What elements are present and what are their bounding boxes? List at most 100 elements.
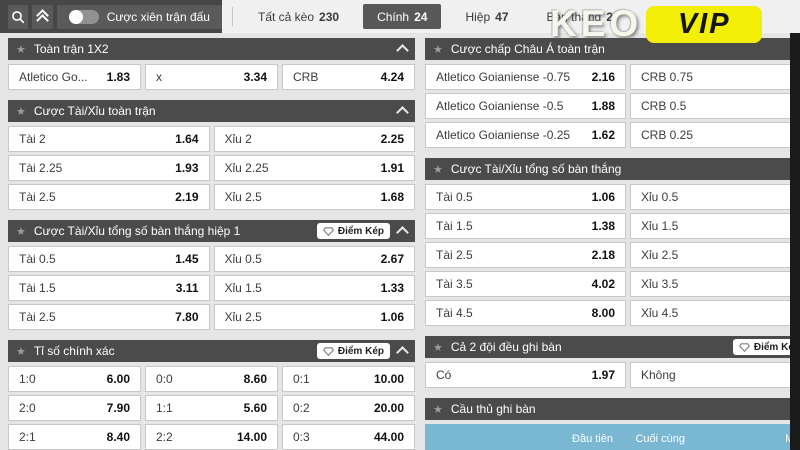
selection-label: Tài 2.5	[19, 310, 56, 324]
odds-cell[interactable]: Xỉu 2.5 1.68	[213, 184, 415, 210]
odds-cell[interactable]: Tài 1.5 1.38	[425, 213, 626, 239]
odds-cell[interactable]: Xỉu 2.25 1.91	[213, 155, 415, 181]
market-section: ★ Cả 2 đội đều ghi bàn Điểm Kép Có 1.97 Không	[425, 336, 791, 388]
odds-row: Atletico Goianiense -0.25 1.62 CRB 0.25	[425, 122, 791, 148]
section-header[interactable]: ★ Cược Tài/Xỉu tổng số bàn thắng hiệp 1 Đi…	[8, 220, 415, 242]
selection-label: Xỉu 2.5	[641, 248, 679, 262]
odds-cell[interactable]: CRB 4.24	[282, 64, 415, 90]
odds-cell[interactable]: 0:0 8.60	[145, 366, 278, 392]
tab-count: 47	[495, 9, 509, 24]
section-header[interactable]: ★ Cược chấp Châu Á toàn trận	[425, 38, 791, 60]
vip-logo-badge: VIP	[646, 5, 763, 43]
odds-cell[interactable]: 2:0 7.90	[8, 395, 141, 421]
section-title: Cầu thủ ghi bàn	[450, 402, 536, 416]
odds-cell[interactable]: Xỉu 2.5 1.06	[213, 304, 415, 330]
odds-cell[interactable]: 1:1 5.60	[145, 395, 278, 421]
odds-value: 4.24	[380, 70, 404, 84]
odds-cell[interactable]: Tài 0.5 1.06	[425, 184, 626, 210]
chevron-up-icon[interactable]	[396, 346, 409, 359]
section-header[interactable]: ★ Cược Tài/Xỉu toàn trận	[8, 100, 415, 122]
odds-cell[interactable]: CRB 0.5	[630, 93, 791, 119]
odds-cell[interactable]: Tài 4.5 8.00	[425, 300, 626, 326]
odds-cell[interactable]: Không	[630, 362, 791, 388]
odds-cell[interactable]: Xỉu 4.5	[630, 300, 791, 326]
odds-cell[interactable]: Atletico Goianiense -0.5 1.88	[425, 93, 626, 119]
chevron-up-icon[interactable]	[396, 106, 409, 119]
section-title: Cả 2 đội đều ghi bàn	[450, 340, 562, 354]
selection-label: Tài 1.5	[436, 219, 473, 233]
odds-value: 1.91	[380, 161, 404, 175]
market-tab[interactable]: Bàn thắng 2	[533, 4, 627, 29]
odds-cell[interactable]: Atletico Goianiense -0.25 1.62	[425, 122, 626, 148]
odds-cell[interactable]: Xỉu 1.5 1.33	[213, 275, 415, 301]
favorite-star-icon[interactable]: ★	[16, 345, 26, 358]
odds-cell[interactable]: 2:2 14.00	[145, 424, 278, 450]
favorite-star-icon[interactable]: ★	[433, 403, 443, 416]
chevron-up-icon[interactable]	[396, 44, 409, 57]
toggle-switch[interactable]	[68, 9, 99, 24]
odds-cell[interactable]: Xỉu 0.5	[630, 184, 791, 210]
odds-cell[interactable]: Tài 0.5 1.45	[8, 246, 210, 272]
section-header[interactable]: ★ Toàn trận 1X2	[8, 38, 415, 60]
selection-label: Xỉu 2.5	[224, 310, 262, 324]
keo-logo-text: KEO	[550, 3, 643, 44]
market-section: ★ Toàn trận 1X2 Atletico Go... 1.83 x 3.34 CRB…	[8, 38, 415, 90]
odds-cell[interactable]: Tài 2.5 2.19	[8, 184, 210, 210]
favorite-star-icon[interactable]: ★	[433, 43, 443, 56]
odds-cell[interactable]: Xỉu 2 2.25	[213, 126, 415, 152]
odds-cell[interactable]: Atletico Goianiense -0.75 2.16	[425, 64, 626, 90]
selection-label: Tài 4.5	[436, 306, 473, 320]
collapse-all-button[interactable]	[32, 4, 53, 29]
section-header[interactable]: ★ Cả 2 đội đều ghi bàn Điểm Kép	[425, 336, 791, 358]
odds-cell[interactable]: 0:2 20.00	[282, 395, 415, 421]
favorite-star-icon[interactable]: ★	[16, 105, 26, 118]
odds-cell[interactable]: Tài 2.25 1.93	[8, 155, 210, 181]
odds-value: 6.00	[106, 372, 130, 386]
odds-row: Tài 2.5 2.18 Xỉu 2.5	[425, 242, 791, 268]
market-tab[interactable]: Hiệp 47	[451, 4, 522, 29]
odds-cell[interactable]: Atletico Go... 1.83	[8, 64, 141, 90]
odds-cell[interactable]: Tài 1.5 3.11	[8, 275, 210, 301]
odds-cell[interactable]: 0:1 10.00	[282, 366, 415, 392]
selection-label: Tài 2.25	[19, 161, 63, 175]
odds-value: 4.02	[591, 277, 615, 291]
selection-label: 0:3	[293, 430, 310, 444]
selection-label: Xỉu 2	[224, 132, 252, 146]
search-button[interactable]	[8, 4, 29, 29]
odds-cell[interactable]: Tài 2.5 2.18	[425, 242, 626, 268]
odds-cell[interactable]: Xỉu 3.5	[630, 271, 791, 297]
odds-cell[interactable]: CRB 0.25	[630, 122, 791, 148]
column-header: Mọi lúc	[785, 433, 791, 445]
odds-cell[interactable]: CRB 0.75	[630, 64, 791, 90]
section-header[interactable]: ★ Cầu thủ ghi bàn	[425, 398, 791, 420]
odds-cell[interactable]: Tài 3.5 4.02	[425, 271, 626, 297]
odds-cell[interactable]: Có 1.97	[425, 362, 626, 388]
favorite-star-icon[interactable]: ★	[16, 43, 26, 56]
odds-cell[interactable]: Xỉu 0.5 2.67	[213, 246, 415, 272]
odds-value: 10.00	[373, 372, 404, 386]
section-header[interactable]: ★ Tỉ số chính xác Điểm Kép	[8, 340, 415, 362]
selection-label: 0:0	[156, 372, 173, 386]
parlay-toggle-button[interactable]: Cược xiên trận đấu	[56, 4, 222, 29]
selection-label: CRB 0.75	[641, 70, 694, 84]
favorite-star-icon[interactable]: ★	[433, 163, 443, 176]
selection-label: x	[156, 70, 162, 84]
favorite-star-icon[interactable]: ★	[16, 225, 26, 238]
favorite-star-icon[interactable]: ★	[433, 341, 443, 354]
market-tab[interactable]: Tất cả kèo 230	[244, 4, 353, 29]
odds-cell[interactable]: 1:0 6.00	[8, 366, 141, 392]
odds-cell[interactable]: Tài 2.5 7.80	[8, 304, 210, 330]
odds-value: 1.33	[380, 281, 404, 295]
odds-value: 1.83	[106, 70, 130, 84]
odds-cell[interactable]: x 3.34	[145, 64, 278, 90]
odds-cell[interactable]: 2:1 8.40	[8, 424, 141, 450]
chevron-up-icon[interactable]	[396, 226, 409, 239]
section-header[interactable]: ★ Cược Tài/Xỉu tổng số bàn thắng	[425, 158, 791, 180]
odds-cell[interactable]: Xỉu 1.5	[630, 213, 791, 239]
badge-label: Điểm Kép	[753, 341, 791, 353]
market-tab[interactable]: Chính 24	[363, 4, 442, 29]
odds-cell[interactable]: Tài 2 1.64	[8, 126, 210, 152]
odds-row: Tài 2.25 1.93 Xỉu 2.25 1.91	[8, 155, 415, 181]
odds-cell[interactable]: Xỉu 2.5	[630, 242, 791, 268]
odds-cell[interactable]: 0:3 44.00	[282, 424, 415, 450]
